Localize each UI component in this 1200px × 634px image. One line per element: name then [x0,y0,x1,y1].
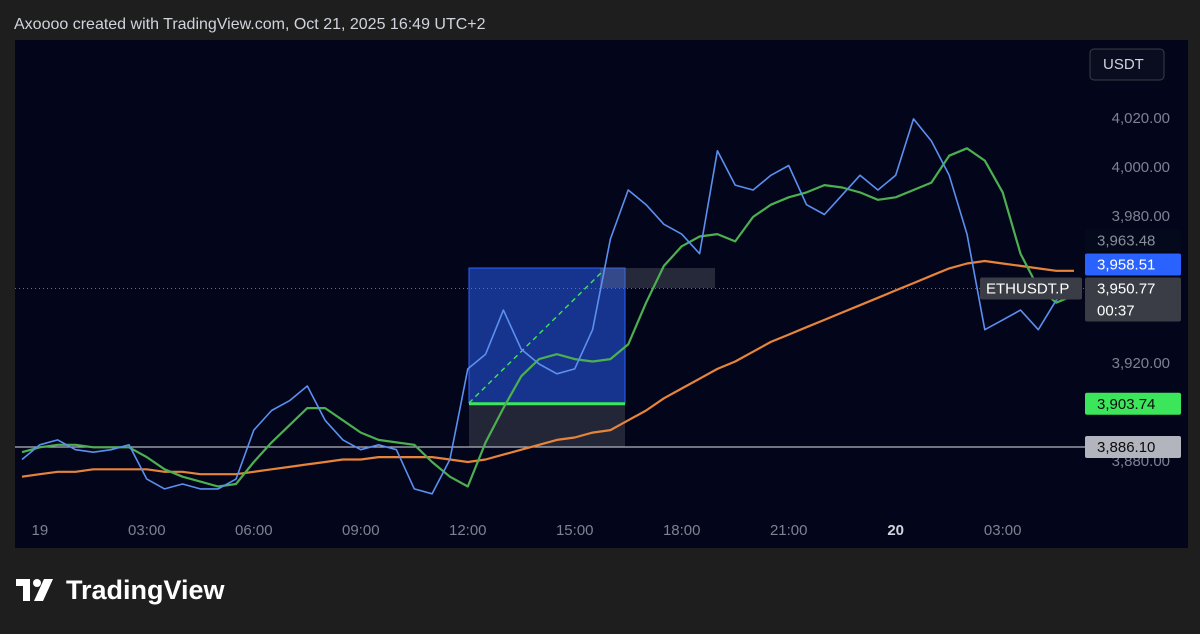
x-tick-label: 19 [31,522,48,539]
price-badge [1085,253,1181,276]
symbol: ETHUSDT.P [986,281,1069,298]
brand: TradingView [66,575,226,605]
series-line [21,147,1075,488]
trend-dash [468,269,605,404]
price-badge [1085,436,1181,459]
x-tick-label: 18:00 [663,522,701,539]
x-tick-label: 21:00 [770,522,808,539]
axes: 3,880.003,920.003,980.004,000.004,020.00… [31,110,1181,539]
price-label: 3,903.74 [1097,396,1155,413]
logo: TradingView [16,575,226,605]
x-tick-label: 03:00 [128,522,166,539]
x-tick-label: 15:00 [556,522,594,539]
countdown: 00:37 [1097,303,1135,320]
price-badge [1085,277,1181,322]
y-tick-label: 4,020.00 [1112,110,1170,127]
x-tick-label: 03:00 [984,522,1022,539]
currency: USDT [1103,56,1144,73]
price-label: 3,950.77 [1097,281,1155,298]
price-label: 3,886.10 [1097,439,1155,456]
position-tool [468,267,715,447]
x-tick-label: 20 [887,522,904,539]
price-badge [1085,392,1181,415]
y-tick-label: 4,000.00 [1112,159,1170,176]
header: Axoooo created with TradingView.com, Oct… [14,16,486,33]
target-zone [468,267,626,404]
stop-zone [469,403,625,447]
plot [15,118,1085,495]
symbol-badge [980,277,1082,300]
price-badge [1085,229,1181,252]
series-line [21,259,1074,478]
y-tick-label: 3,980.00 [1112,208,1170,225]
logo-mark [16,579,30,601]
logo-dot [33,579,41,587]
price-label: 3,963.48 [1097,233,1155,250]
currency-button[interactable] [1089,48,1165,81]
x-tick-label: 12:00 [449,522,487,539]
series-line [21,118,1075,495]
x-tick-label: 06:00 [235,522,273,539]
x-tick-label: 09:00 [342,522,380,539]
y-tick-label: 3,920.00 [1112,355,1170,372]
logo-mark [34,579,53,601]
price-label: 3,958.51 [1097,257,1155,274]
